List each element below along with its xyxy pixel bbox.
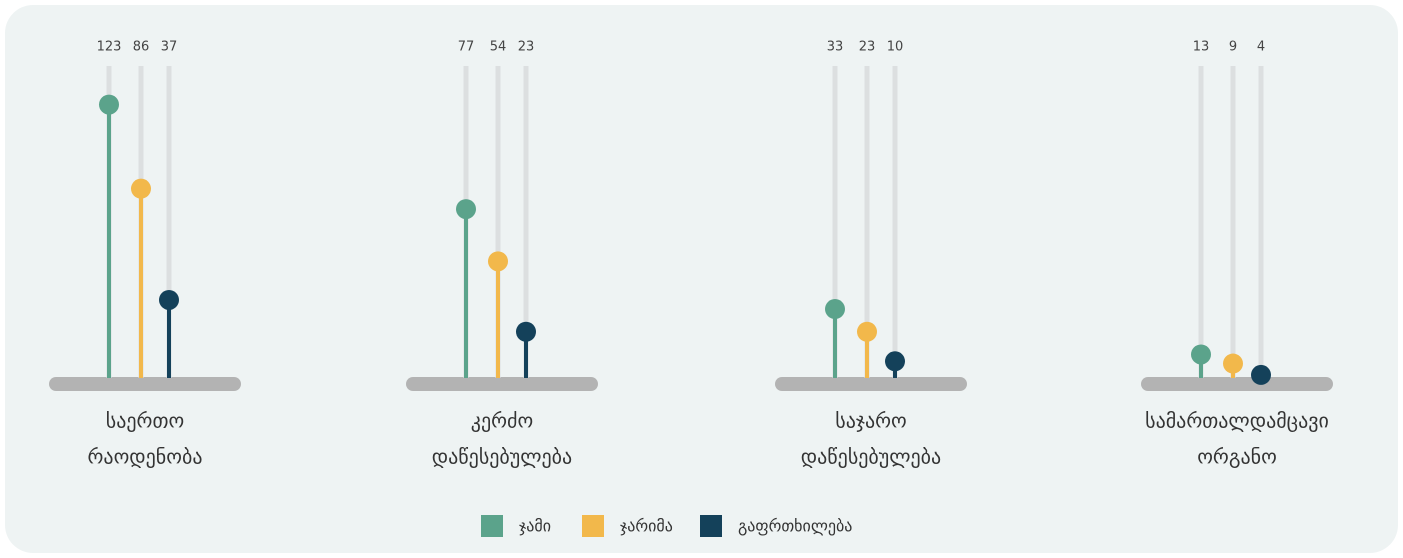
legend-swatch xyxy=(481,515,503,537)
category-label: კერძო xyxy=(471,409,533,433)
value-label: 77 xyxy=(458,40,475,55)
value-label: 123 xyxy=(97,40,122,55)
baseline xyxy=(49,377,241,391)
legend-swatch xyxy=(582,515,604,537)
value-label: 23 xyxy=(518,40,535,55)
category-label: დაწესებულება xyxy=(801,445,941,469)
category-label: ორგანო xyxy=(1197,445,1277,469)
value-label: 86 xyxy=(133,40,150,55)
value-label: 23 xyxy=(859,40,876,55)
value-label: 37 xyxy=(161,40,178,55)
dot xyxy=(825,299,845,320)
legend-label: ჯამი xyxy=(519,517,551,536)
dot xyxy=(857,321,877,342)
baseline xyxy=(1141,377,1333,391)
dot xyxy=(131,178,151,199)
dot xyxy=(1251,364,1271,385)
dot xyxy=(516,321,536,342)
dot xyxy=(1223,353,1243,374)
value-label: 13 xyxy=(1193,40,1210,55)
baseline xyxy=(775,377,967,391)
legend-label: ჯარიმა xyxy=(620,517,673,536)
baseline xyxy=(406,377,598,391)
dot xyxy=(488,251,508,272)
category-label: დაწესებულება xyxy=(432,445,572,469)
dot xyxy=(885,351,905,372)
category-label: რაოდენობა xyxy=(88,445,203,469)
panel xyxy=(5,5,1398,553)
dot xyxy=(99,94,119,115)
legend-swatch xyxy=(700,515,722,537)
dot xyxy=(159,289,179,310)
value-label: 9 xyxy=(1229,40,1237,55)
value-label: 10 xyxy=(887,40,904,55)
dot xyxy=(456,199,476,220)
value-label: 4 xyxy=(1257,40,1265,55)
value-label: 54 xyxy=(490,40,507,55)
value-label: 33 xyxy=(827,40,844,55)
category-label: სამართალდამცავი xyxy=(1145,409,1329,433)
category-label: საერთო xyxy=(106,409,184,433)
dot xyxy=(1191,344,1211,365)
category-label: საჯარო xyxy=(835,409,906,433)
legend-label: გაფრთხილება xyxy=(738,517,852,536)
